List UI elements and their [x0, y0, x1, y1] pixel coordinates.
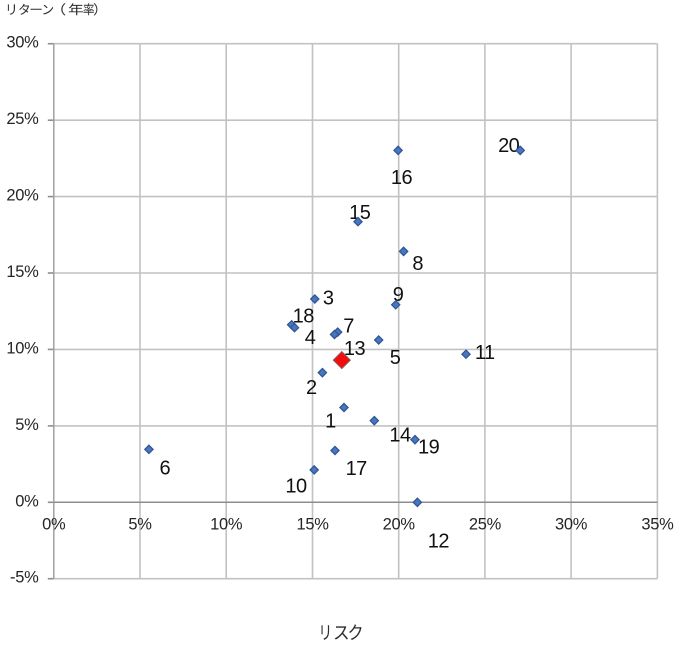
svg-text:14: 14: [389, 424, 411, 446]
svg-text:20%: 20%: [383, 516, 416, 534]
svg-text:10%: 10%: [6, 339, 39, 357]
svg-text:25%: 25%: [469, 516, 502, 534]
svg-text:20: 20: [498, 135, 520, 157]
svg-text:2: 2: [306, 377, 317, 399]
svg-text:15%: 15%: [296, 516, 329, 534]
svg-text:15%: 15%: [6, 263, 39, 281]
svg-text:11: 11: [475, 342, 495, 364]
svg-text:5%: 5%: [15, 416, 39, 434]
svg-text:3: 3: [323, 287, 334, 309]
svg-text:20%: 20%: [6, 187, 39, 205]
svg-text:35%: 35%: [641, 516, 674, 534]
svg-text:25%: 25%: [6, 110, 39, 128]
svg-text:-5%: -5%: [10, 569, 39, 587]
svg-text:4: 4: [305, 327, 316, 349]
svg-text:12: 12: [428, 531, 450, 553]
svg-text:15: 15: [349, 202, 371, 224]
svg-text:16: 16: [391, 167, 413, 189]
svg-text:30%: 30%: [6, 34, 39, 52]
svg-text:9: 9: [393, 284, 404, 306]
svg-text:8: 8: [412, 253, 423, 275]
svg-text:0%: 0%: [15, 492, 39, 510]
svg-text:13: 13: [344, 338, 366, 360]
svg-text:7: 7: [343, 316, 354, 338]
svg-text:5: 5: [390, 347, 401, 369]
svg-text:1: 1: [325, 411, 336, 433]
svg-text:17: 17: [346, 458, 368, 480]
svg-text:0%: 0%: [42, 516, 66, 534]
svg-text:19: 19: [418, 436, 440, 458]
svg-text:6: 6: [159, 458, 170, 480]
svg-text:18: 18: [293, 306, 315, 328]
svg-text:10: 10: [285, 476, 307, 498]
svg-text:30%: 30%: [555, 516, 588, 534]
svg-text:5%: 5%: [128, 516, 152, 534]
svg-text:10%: 10%: [210, 516, 243, 534]
